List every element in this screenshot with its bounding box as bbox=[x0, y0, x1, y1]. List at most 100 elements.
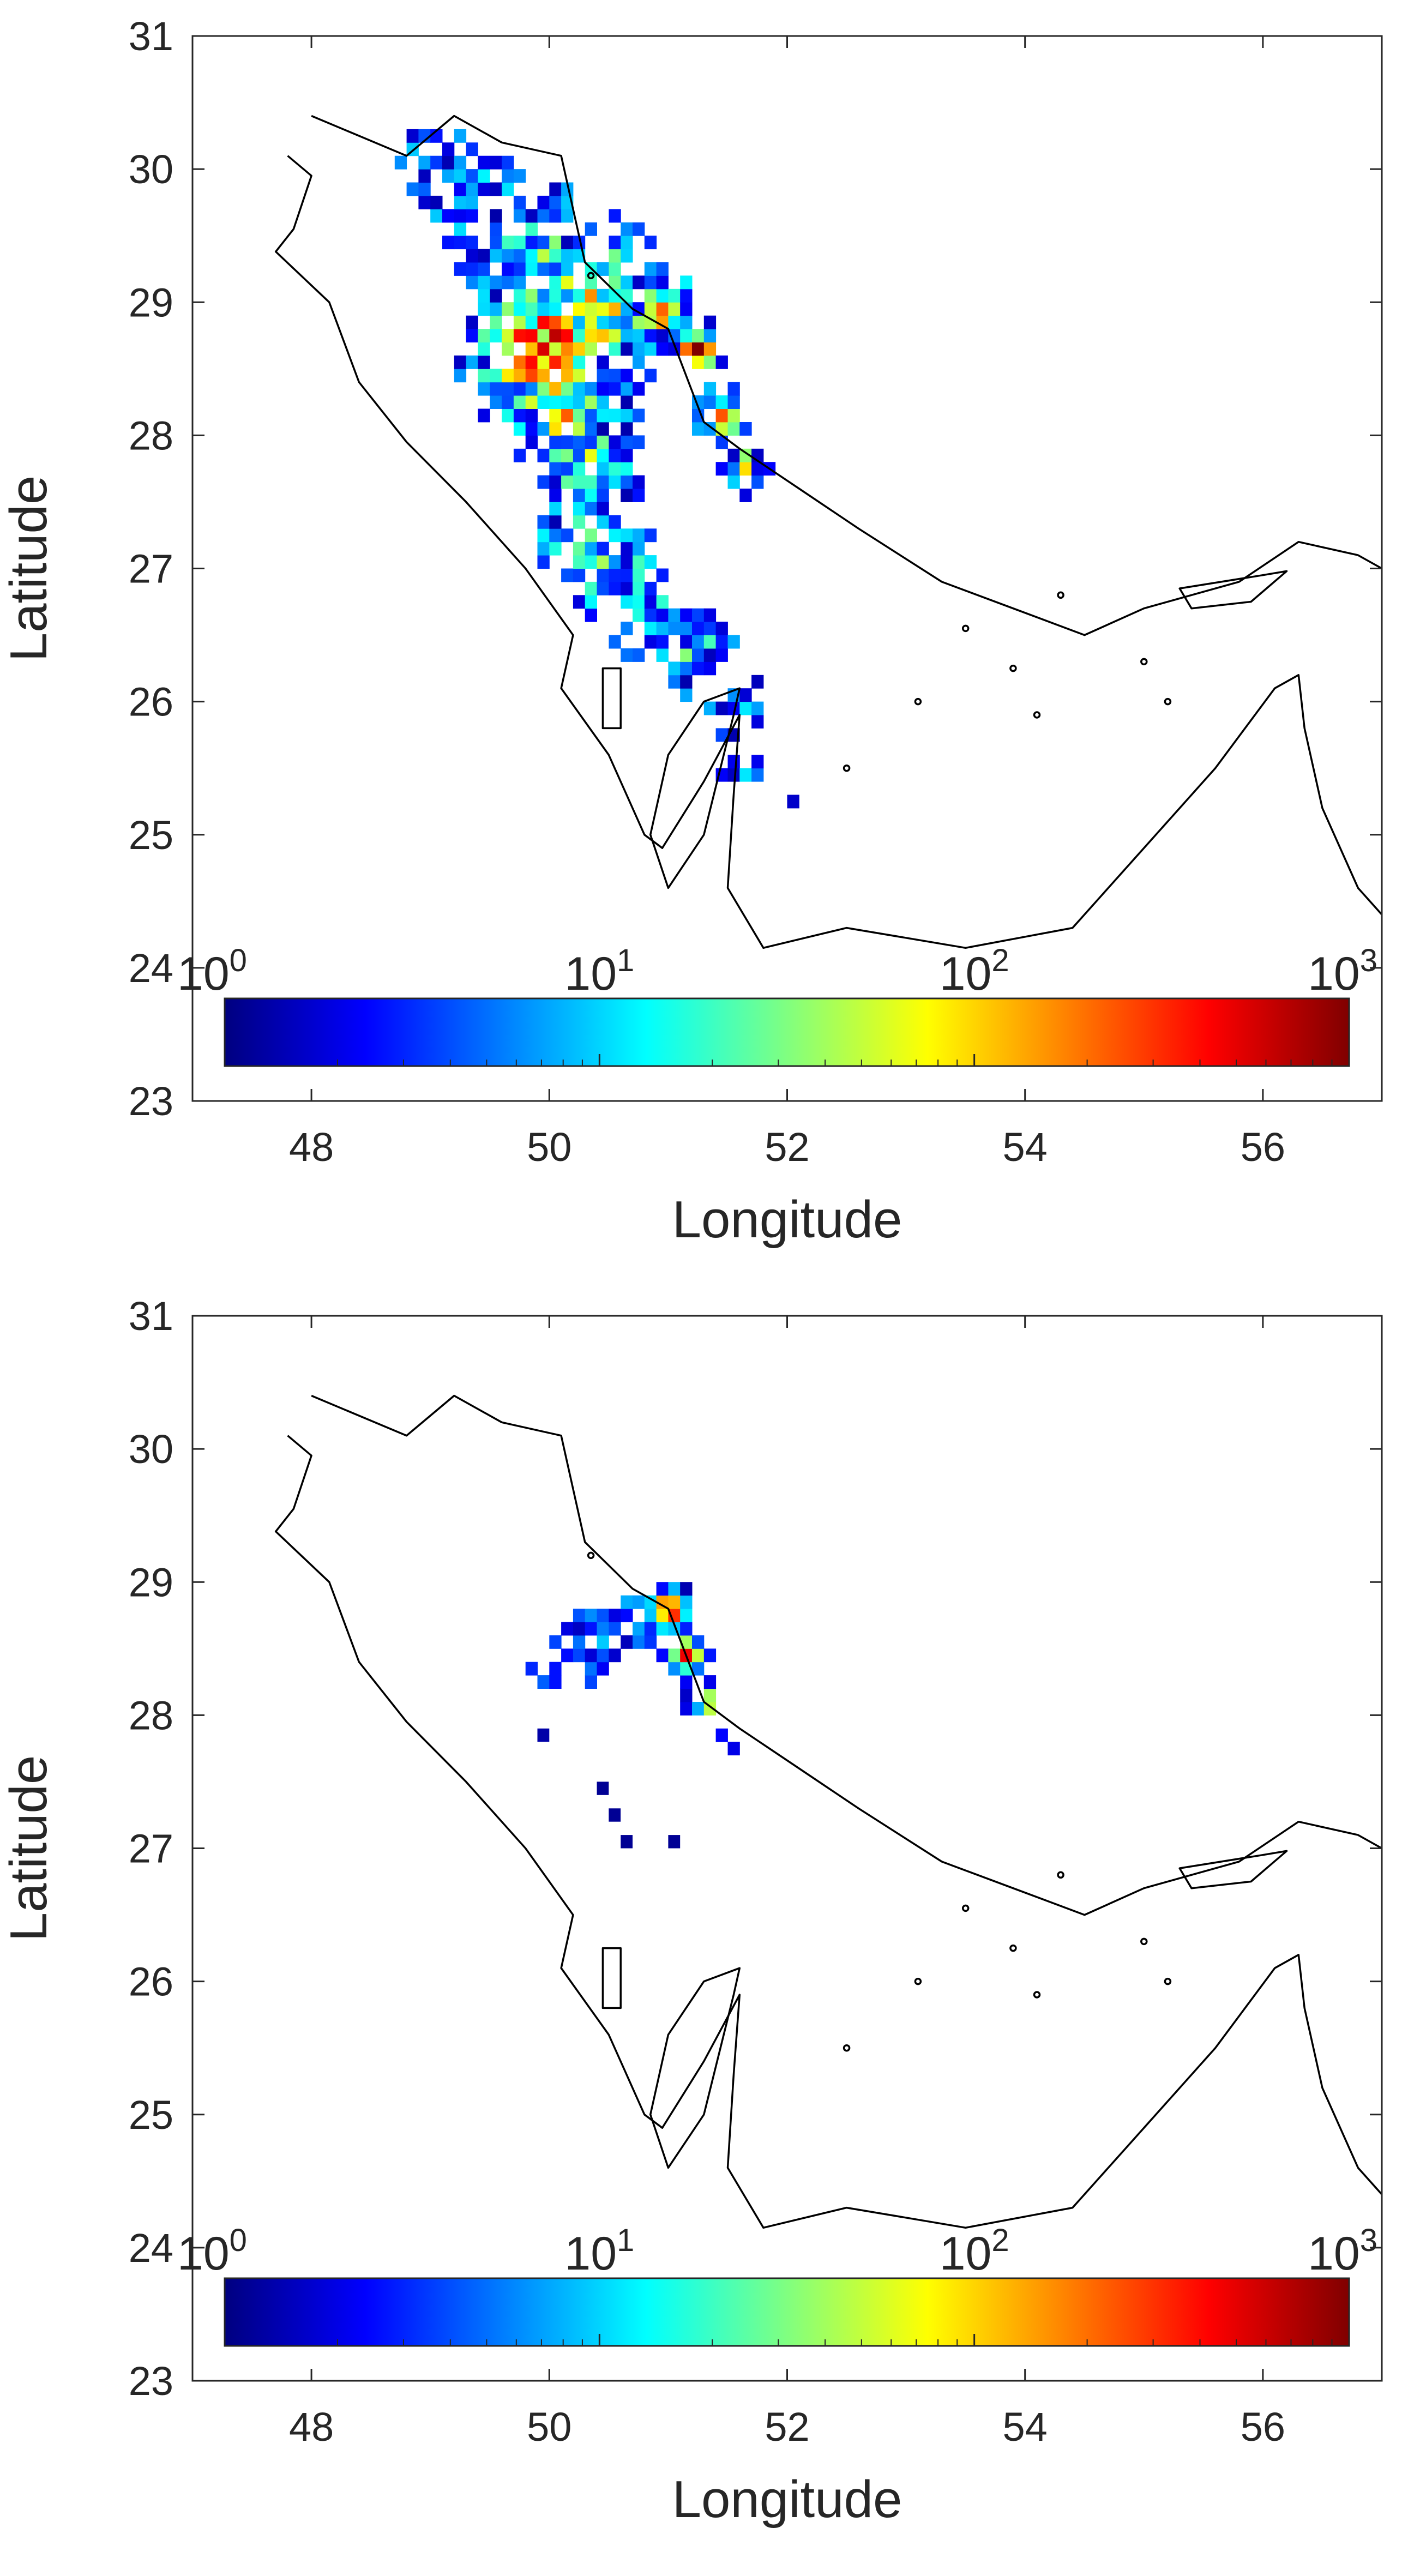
heatmap-cell bbox=[549, 1635, 562, 1649]
heatmap-cell bbox=[490, 395, 502, 409]
heatmap-cell bbox=[549, 302, 562, 316]
heatmap-cell bbox=[703, 661, 717, 676]
heatmap-cell bbox=[478, 382, 490, 396]
heatmap-cell bbox=[549, 515, 562, 529]
heatmap-cell bbox=[561, 288, 574, 303]
heatmap-cell bbox=[525, 1662, 538, 1676]
heatmap-cell bbox=[680, 688, 693, 702]
heatmap-cell bbox=[597, 262, 609, 276]
heatmap-cell bbox=[549, 342, 562, 356]
heatmap-cell bbox=[703, 1648, 717, 1663]
heatmap-cell bbox=[513, 329, 526, 342]
colorbar: 100 101 102 103 bbox=[177, 2223, 1377, 2347]
colorbar-tick-label: 102 bbox=[940, 2223, 1009, 2280]
heatmap-cell bbox=[727, 1742, 740, 1756]
heatmap-cell bbox=[727, 448, 740, 462]
heatmap-cell bbox=[680, 661, 693, 676]
heatmap-cell bbox=[549, 528, 562, 543]
heatmap-cell bbox=[668, 1662, 681, 1676]
heatmap-cell bbox=[715, 395, 728, 409]
x-tick-label: 52 bbox=[765, 1124, 809, 1170]
heatmap-cell bbox=[549, 262, 562, 276]
heatmap-cell bbox=[633, 581, 645, 595]
heatmap-cell bbox=[633, 302, 645, 316]
heatmap-cell bbox=[561, 262, 574, 276]
heatmap-cell bbox=[466, 209, 478, 223]
heatmap-cell bbox=[609, 275, 621, 290]
heatmap-cell bbox=[585, 222, 597, 236]
heatmap-cell bbox=[561, 369, 574, 383]
heatmap-cell bbox=[597, 515, 609, 529]
heatmap-cell bbox=[490, 155, 502, 170]
heatmap-cell bbox=[609, 435, 621, 449]
heatmap-cell bbox=[573, 475, 586, 489]
heatmap-cell bbox=[442, 142, 455, 157]
heatmap-cell bbox=[727, 462, 740, 476]
heatmap-cell bbox=[644, 1622, 657, 1636]
heatmap-cell bbox=[597, 408, 609, 423]
heatmap-cell bbox=[715, 648, 728, 662]
heatmap-cell bbox=[490, 382, 502, 396]
heatmap-cell bbox=[573, 408, 586, 423]
heatmap-cells bbox=[394, 129, 799, 809]
heatmap-cell bbox=[609, 462, 621, 476]
heatmap-cell bbox=[692, 329, 705, 342]
colorbar-tick-label: 101 bbox=[564, 943, 634, 1000]
heatmap-cells bbox=[525, 1582, 740, 1849]
heatmap-cell bbox=[644, 369, 657, 383]
heatmap-cell bbox=[561, 342, 574, 356]
heatmap-cell bbox=[597, 555, 609, 569]
heatmap-cell bbox=[680, 302, 693, 316]
island-marker bbox=[1057, 1871, 1064, 1879]
heatmap-cell bbox=[561, 382, 574, 396]
heatmap-cell bbox=[502, 382, 514, 396]
y-tick-label: 23 bbox=[129, 2358, 173, 2404]
heatmap-cell bbox=[703, 1688, 717, 1702]
heatmap-cell bbox=[609, 262, 621, 276]
x-tick-label: 56 bbox=[1241, 2404, 1285, 2449]
heatmap-cell bbox=[703, 355, 717, 369]
heatmap-cell bbox=[692, 355, 705, 369]
heatmap-cell bbox=[454, 182, 467, 196]
heatmap-cell bbox=[656, 329, 669, 342]
heatmap-cell bbox=[454, 129, 467, 143]
coastline-southwest bbox=[274, 1435, 1383, 2229]
heatmap-cell bbox=[668, 288, 681, 303]
heatmap-cell bbox=[633, 1622, 645, 1636]
heatmap-cell bbox=[478, 275, 490, 290]
heatmap-cell bbox=[597, 581, 609, 595]
plot-area bbox=[192, 1316, 1382, 2381]
heatmap-cell bbox=[715, 622, 728, 635]
coastline-peninsula bbox=[649, 1967, 741, 2169]
heatmap-cell bbox=[573, 1648, 586, 1663]
heatmap-cell bbox=[490, 222, 502, 236]
heatmap-cell bbox=[525, 435, 538, 449]
heatmap-cell bbox=[621, 595, 633, 609]
heatmap-cell bbox=[727, 755, 740, 769]
heatmap-cell bbox=[597, 1781, 609, 1795]
heatmap-cell bbox=[537, 262, 550, 276]
heatmap-cell bbox=[621, 249, 633, 263]
heatmap-cell bbox=[573, 541, 586, 556]
heatmap-cell bbox=[621, 581, 633, 595]
colorbar-tick-label: 100 bbox=[177, 943, 247, 1000]
heatmap-cell bbox=[502, 275, 514, 290]
heatmap-cell bbox=[633, 475, 645, 489]
heatmap-cell bbox=[633, 528, 645, 543]
island-marker bbox=[1164, 697, 1172, 706]
heatmap-cell bbox=[537, 329, 550, 342]
heatmap-cell bbox=[644, 342, 657, 356]
heatmap-cell bbox=[597, 395, 609, 409]
heatmap-cell bbox=[668, 1835, 681, 1849]
heatmap-cell bbox=[502, 342, 514, 356]
heatmap-cell bbox=[668, 622, 681, 635]
heatmap-cell bbox=[502, 182, 514, 196]
heatmap-cell bbox=[621, 329, 633, 342]
heatmap-cell bbox=[478, 182, 490, 196]
heatmap-cell bbox=[502, 249, 514, 263]
heatmap-cell bbox=[692, 1635, 705, 1649]
heatmap-cell bbox=[537, 1728, 550, 1742]
heatmap-cell bbox=[644, 236, 657, 250]
top-map-panel: 100 101 102 103 23 24 25 26 27 28 29 30 31 48 50 52 54 56… bbox=[0, 14, 1383, 1249]
heatmap-cell bbox=[502, 236, 514, 250]
